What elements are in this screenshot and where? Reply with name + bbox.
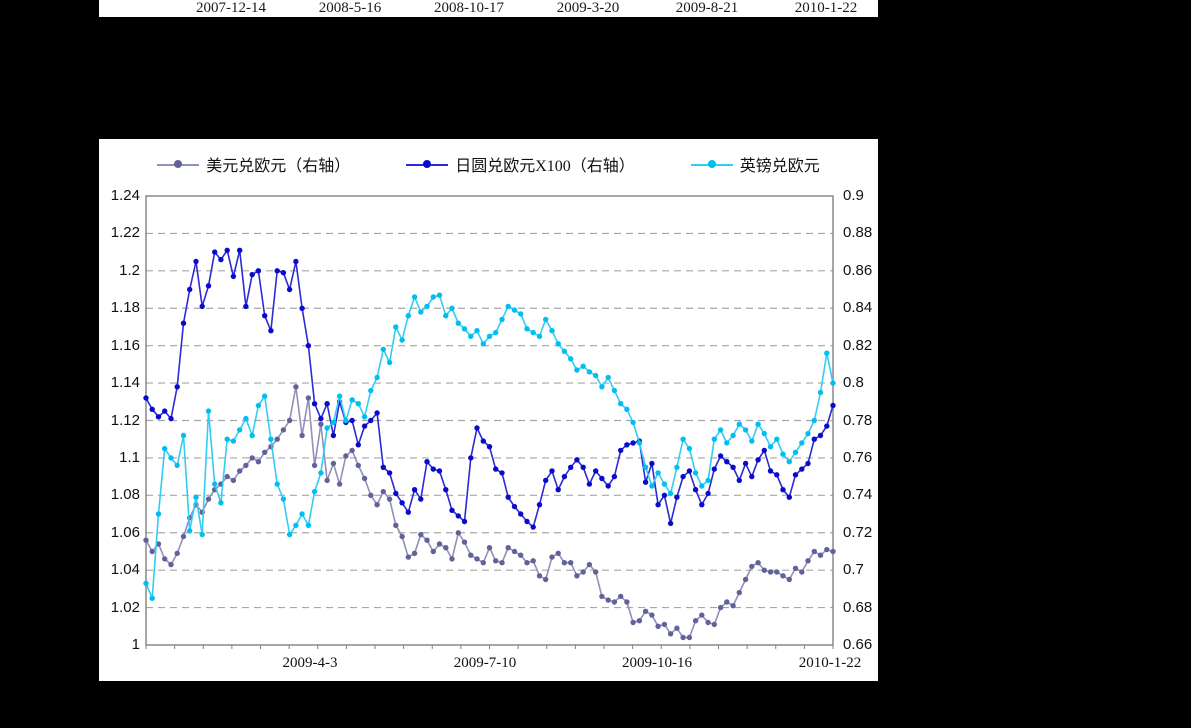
- legend-item-gbp-to-eur: 英镑兑欧元: [690, 152, 820, 176]
- y-axis-label-right: 0.74: [843, 486, 873, 504]
- y-axis-label-left: 1.08: [110, 486, 140, 504]
- plot-area: 1.24 1.22 1.2 1.18 1.16 1.14 1.12 1.1 1.08 1.06 1.…: [99, 139, 878, 681]
- x-axis-label: 2009-4-3: [282, 655, 338, 671]
- y-axis-label-left: 1.04: [110, 561, 140, 579]
- x-axis-label: 2010-1-22: [798, 655, 862, 671]
- top-axis-date: 2009-8-21: [675, 0, 739, 16]
- y-axis-label-right: 0.68: [843, 598, 873, 616]
- y-axis-label-left: 1.24: [110, 187, 140, 204]
- gbp-series-marker-icon: [690, 159, 733, 169]
- usd-series-marker-icon: [157, 159, 200, 169]
- top-axis-date: 2007-12-14: [196, 0, 266, 16]
- y-axis-label-right: 0.88: [843, 224, 873, 242]
- series-line: [145, 248, 834, 529]
- series-gbp-to-eur: [143, 292, 836, 601]
- y-axis-label-left: 1.16: [110, 336, 140, 354]
- y-axis-label-left: 1.2: [119, 261, 140, 279]
- y-axis-label-right: 0.9: [843, 187, 864, 204]
- y-axis-label-right: 0.84: [843, 299, 873, 317]
- chart-panel: 美元兑欧元（右轴） 日圆兑欧元X100（右轴） 英镑兑欧元 1.24 1.22 1.…: [99, 139, 878, 681]
- top-axis-date: 2009-3-20: [556, 0, 620, 16]
- legend-item-usd-to-eur: 美元兑欧元（右轴）: [157, 152, 350, 176]
- legend-label: 美元兑欧元（右轴）: [206, 158, 351, 175]
- y-axis-label-left: 1.06: [110, 523, 140, 541]
- y-axis-label-right: 0.78: [843, 411, 873, 429]
- chart-svg: [143, 195, 836, 649]
- top-axis-date: 2008-10-17: [434, 0, 504, 16]
- y-axis-label-left: 1: [131, 636, 140, 653]
- x-axis-label: 2009-7-10: [453, 655, 517, 671]
- top-axis-date: 2008-5-16: [318, 0, 382, 16]
- y-axis-label-left: 1.22: [110, 224, 140, 242]
- top-axis-strip: 2007-12-14 2008-5-16 2008-10-17 2009-3-2…: [99, 0, 878, 17]
- y-axis-label-left: 1.14: [110, 374, 140, 392]
- y-axis-label-right: 0.76: [843, 448, 873, 466]
- series-jpy-to-eur: [143, 247, 836, 530]
- y-axis-label-right: 0.72: [843, 523, 873, 541]
- series-line: [145, 386, 834, 639]
- y-axis-label-right: 0.66: [843, 636, 873, 653]
- y-axis-label-left: 1.1: [119, 448, 140, 466]
- y-axis-label-left: 1.02: [110, 598, 140, 616]
- y-axis-label-right: 0.82: [843, 336, 873, 354]
- legend-label: 英镑兑欧元: [739, 158, 820, 175]
- y-axis-label-right: 0.86: [843, 261, 873, 279]
- x-axis-label: 2009-10-16: [622, 655, 692, 671]
- y-axis-label-left: 1.12: [110, 411, 140, 429]
- jpy-series-marker-icon: [406, 159, 449, 169]
- y-axis-label-right: 0.7: [843, 561, 864, 579]
- plot-border: [145, 195, 834, 646]
- legend-item-jpy-to-eur: 日圆兑欧元X100（右轴）: [406, 152, 635, 176]
- top-axis-date: 2010-1-22: [794, 0, 858, 16]
- legend-label: 日圆兑欧元X100（右轴）: [455, 158, 635, 175]
- series-usd-to-eur: [143, 384, 836, 641]
- chart-legend: 美元兑欧元（右轴） 日圆兑欧元X100（右轴） 英镑兑欧元: [99, 152, 878, 176]
- y-axis-label-left: 1.18: [110, 299, 140, 317]
- y-axis-label-right: 0.8: [843, 374, 864, 392]
